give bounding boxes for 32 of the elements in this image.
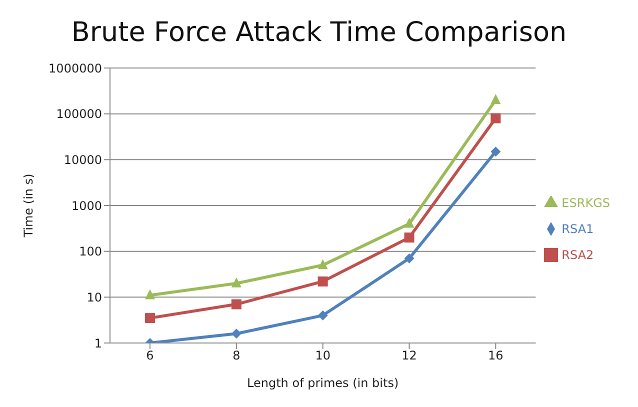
y-tick-label: 10000	[64, 152, 102, 167]
point	[318, 276, 328, 286]
point	[318, 310, 328, 320]
point	[404, 232, 414, 243]
chart-title: Brute Force Attack Time Comparison	[70, 16, 568, 50]
point	[490, 94, 501, 104]
point	[145, 313, 155, 324]
y-axis-title: Time (in s)	[21, 174, 36, 238]
y-tick-label: 1	[94, 336, 102, 350]
y-tick-label: 1000000	[48, 61, 102, 76]
point	[490, 113, 501, 124]
x-tick-label: 12	[402, 348, 417, 363]
point	[404, 218, 414, 228]
y-tick-label: 100000	[56, 107, 102, 122]
legend-label: ESRKGS	[562, 196, 610, 210]
y-tick-label: 10	[86, 290, 102, 304]
x-tick-label: 6	[146, 348, 154, 363]
x-tick-label: 16	[488, 348, 504, 363]
point	[490, 146, 501, 157]
point	[404, 253, 414, 264]
legend-label: RSA2	[562, 248, 594, 262]
point	[145, 289, 155, 300]
point	[231, 277, 242, 288]
x-tick-label: 8	[232, 348, 240, 363]
point	[231, 299, 242, 310]
y-tick-label: 100	[79, 244, 102, 259]
point	[318, 259, 328, 270]
legend-label: RSA1	[562, 222, 594, 236]
x-tick-label: 10	[315, 348, 330, 363]
x-axis-title: Length of primes (in bits)	[247, 376, 399, 390]
point	[231, 328, 242, 339]
y-tick-label: 1000	[71, 198, 102, 213]
